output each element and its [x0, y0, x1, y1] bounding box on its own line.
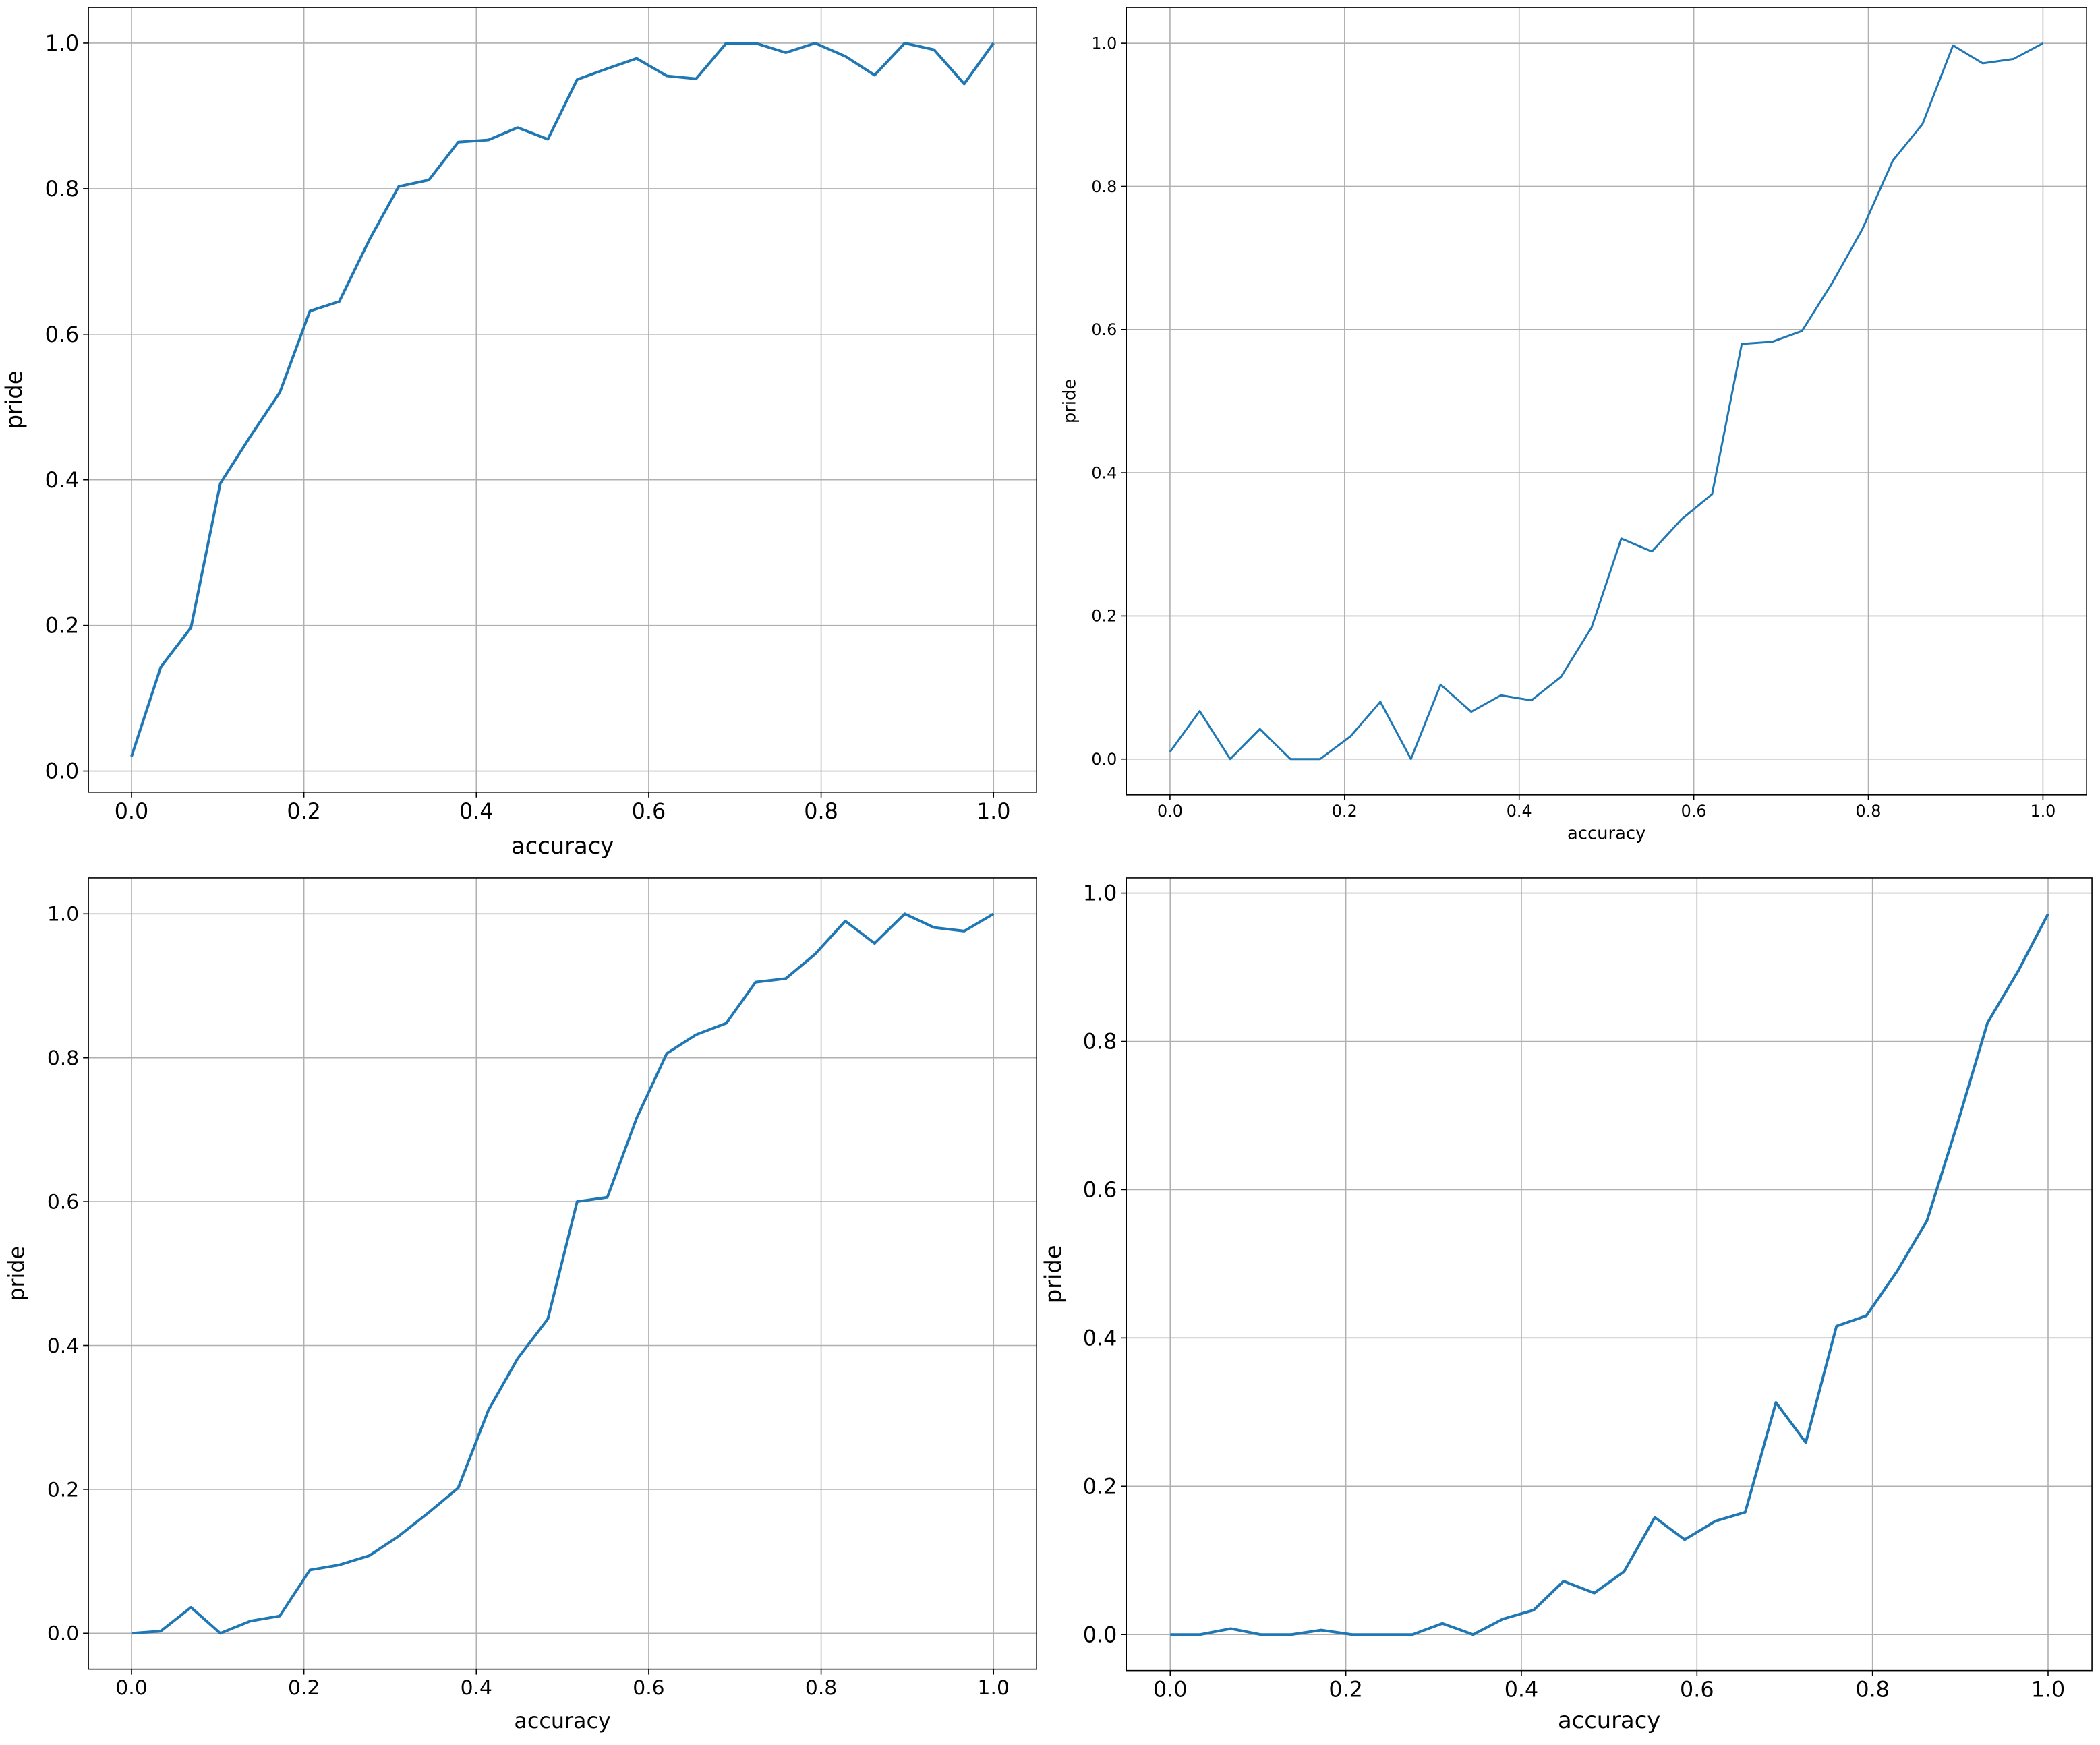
- x-tick-label: 0.6: [1680, 1678, 1714, 1703]
- y-tick-label: 0.4: [1091, 463, 1117, 482]
- x-tick-label: 0.0: [115, 1676, 147, 1700]
- x-axis-label: accuracy: [514, 1709, 610, 1734]
- y-tick-label: 0.4: [47, 1334, 79, 1358]
- y-tick-label: 1.0: [47, 903, 79, 926]
- subplot: 0.0 0.2 0.4 0.6 0.8 1.0 0.0 0.2 0.4 0.6 0.8 1.0 accu…: [1, 7, 1037, 859]
- x-tick-label: 0.0: [1153, 1678, 1188, 1703]
- axes-frame: [1126, 877, 2093, 1672]
- y-axis-label: pride: [1041, 1245, 1067, 1303]
- line: [1170, 913, 2049, 1636]
- y-tick-label: 0.8: [45, 177, 80, 202]
- y-tick-label: 0.8: [1091, 177, 1117, 196]
- x-tick-label: 1.0: [978, 1676, 1010, 1700]
- y-axis-label: pride: [1059, 379, 1080, 423]
- x-axis-label: accuracy: [1567, 823, 1645, 844]
- y-tick-label: 0.0: [1091, 750, 1117, 769]
- x-tick-label: 0.6: [633, 1676, 664, 1700]
- x-tick-label: 0.8: [1855, 1678, 1890, 1703]
- y-tick-label: 0.6: [45, 323, 80, 347]
- x-axis-label: accuracy: [511, 833, 614, 859]
- x-tick-label: 0.8: [805, 1676, 837, 1700]
- x-tick-label: 0.4: [1507, 802, 1532, 821]
- y-tick-label: 0.8: [47, 1046, 79, 1070]
- x-tick-label: 0.8: [1856, 802, 1882, 821]
- axes-frame: [1126, 7, 2087, 796]
- y-tick-label: 0.0: [47, 1622, 79, 1646]
- line: [131, 912, 995, 1635]
- y-tick-label: 0.6: [1083, 1179, 1117, 1203]
- y-tick-label: 0.2: [47, 1478, 79, 1502]
- x-tick-label: 0.2: [288, 1676, 320, 1700]
- line: [130, 41, 995, 757]
- x-tick-label: 0.6: [632, 800, 666, 824]
- x-tick-label: 0.4: [461, 1676, 492, 1700]
- y-tick-label: 0.2: [1091, 607, 1117, 626]
- y-tick-label: 0.6: [1091, 320, 1117, 339]
- y-tick-label: 0.8: [1083, 1030, 1117, 1055]
- axes-frame: [88, 7, 1037, 793]
- x-tick-label: 0.0: [115, 800, 149, 824]
- y-tick-label: 0.0: [1083, 1623, 1117, 1647]
- x-tick-label: 1.0: [2030, 802, 2055, 821]
- x-tick-label: 0.4: [1505, 1678, 1539, 1703]
- y-tick-label: 0.6: [47, 1191, 79, 1214]
- subplot: 0.0 0.2 0.4 0.6 0.8 1.0 0.0 0.2 0.4 0.6 0.8 1.0 accu…: [1041, 877, 2093, 1734]
- y-tick-label: 0.2: [1083, 1475, 1117, 1499]
- y-tick-label: 0.4: [45, 469, 80, 493]
- x-tick-label: 0.2: [1332, 802, 1358, 821]
- x-tick-label: 0.0: [1157, 802, 1183, 821]
- y-tick-label: 1.0: [1091, 34, 1117, 53]
- subplot: 0.0 0.2 0.4 0.6 0.8 1.0 0.0 0.2 0.4 0.6 0.8 1.0 accu…: [1059, 7, 2087, 844]
- y-tick-label: 1.0: [1083, 882, 1117, 906]
- subplot: 0.0 0.2 0.4 0.6 0.8 1.0 0.0 0.2 0.4 0.6 0.8 1.0 accu…: [5, 877, 1037, 1734]
- x-tick-label: 0.4: [459, 800, 494, 824]
- y-tick-label: 0.0: [45, 760, 80, 784]
- y-axis-label: pride: [5, 1246, 30, 1301]
- axes-frame: [88, 877, 1037, 1670]
- y-tick-label: 1.0: [45, 32, 80, 56]
- y-axis-label: pride: [1, 371, 28, 430]
- x-tick-label: 0.8: [804, 800, 838, 824]
- x-tick-label: 1.0: [976, 800, 1011, 824]
- x-tick-label: 0.6: [1681, 802, 1707, 821]
- x-tick-label: 0.2: [287, 800, 321, 824]
- x-tick-label: 0.2: [1329, 1678, 1363, 1703]
- x-tick-label: 1.0: [2031, 1678, 2066, 1703]
- x-axis-label: accuracy: [1558, 1707, 1660, 1734]
- line: [1169, 42, 2044, 761]
- y-tick-label: 0.4: [1083, 1326, 1117, 1351]
- y-tick-label: 0.2: [45, 614, 80, 639]
